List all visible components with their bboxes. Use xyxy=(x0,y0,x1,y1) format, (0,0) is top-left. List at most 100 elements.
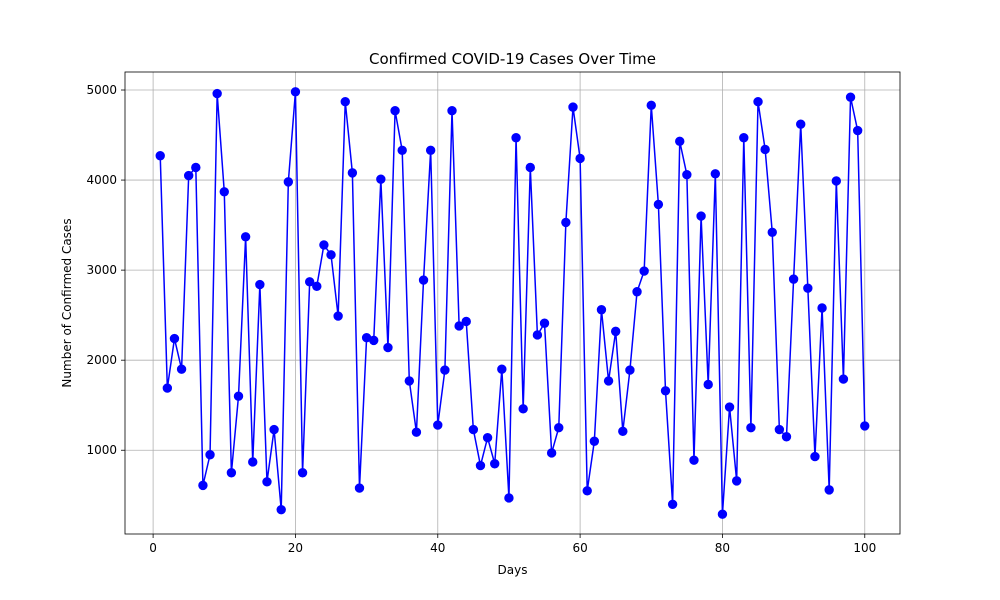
data-point xyxy=(205,450,215,460)
data-point xyxy=(440,365,450,375)
data-point xyxy=(433,420,443,430)
data-point xyxy=(781,432,792,442)
data-point xyxy=(703,379,713,390)
series-line xyxy=(159,91,866,515)
data-point xyxy=(319,240,329,250)
data-point xyxy=(404,376,415,386)
data-point xyxy=(461,316,471,327)
data-point xyxy=(724,402,735,412)
data-point xyxy=(803,283,813,293)
data-point xyxy=(155,151,165,161)
data-point xyxy=(269,424,279,435)
data-point xyxy=(482,432,493,443)
data-point xyxy=(183,170,194,181)
data-point xyxy=(312,281,322,292)
y-tick-label: 3000 xyxy=(86,263,117,277)
y-axis-label: Number of Confirmed Cases xyxy=(60,218,74,387)
data-point xyxy=(817,303,827,313)
data-point xyxy=(831,176,842,186)
axes-frame xyxy=(124,71,901,535)
data-point xyxy=(518,404,528,414)
data-point xyxy=(845,92,856,102)
data-point xyxy=(248,457,258,467)
data-point xyxy=(852,125,863,136)
chart-title: Confirmed COVID-19 Cases Over Time xyxy=(369,50,656,68)
data-point xyxy=(554,423,564,433)
data-point xyxy=(653,199,664,210)
data-point xyxy=(390,106,400,116)
data-point xyxy=(603,376,614,386)
data-point xyxy=(796,119,806,129)
data-point xyxy=(490,459,500,469)
data-point xyxy=(767,227,777,238)
data-point xyxy=(746,423,756,433)
data-point xyxy=(660,386,671,396)
data-point xyxy=(162,383,173,393)
data-point xyxy=(297,468,308,478)
data-point xyxy=(376,174,386,184)
data-point xyxy=(511,133,521,143)
x-tick-label: 60 xyxy=(572,541,587,555)
data-point xyxy=(753,97,763,107)
data-point xyxy=(411,427,422,437)
data-point xyxy=(610,326,621,337)
data-point xyxy=(169,333,180,344)
data-point xyxy=(233,391,244,401)
data-point xyxy=(347,168,358,178)
data-point xyxy=(418,275,429,285)
data-point xyxy=(731,476,742,486)
data-point xyxy=(497,364,507,374)
data-point xyxy=(276,504,286,515)
y-tick-label: 5000 xyxy=(86,83,117,97)
data-point xyxy=(369,335,379,346)
data-point xyxy=(589,436,600,446)
data-point xyxy=(739,133,749,143)
data-point xyxy=(525,162,535,173)
data-point xyxy=(340,97,350,107)
data-point xyxy=(632,287,642,297)
axes: 0 20 40 60 80 100 1000 2000 3000 4000 5000 xyxy=(86,71,901,555)
data-point xyxy=(710,169,721,179)
data-point xyxy=(561,217,571,228)
data-point xyxy=(454,321,464,331)
x-tick-label: 20 xyxy=(288,541,303,555)
x-tick-label: 80 xyxy=(715,541,730,555)
data-point xyxy=(838,374,849,384)
data-point xyxy=(425,145,436,156)
data-point xyxy=(618,426,628,437)
data-point xyxy=(667,499,678,509)
data-point xyxy=(240,232,251,242)
data-point xyxy=(546,448,557,458)
data-point xyxy=(383,342,393,353)
data-point xyxy=(219,187,229,197)
y-tick-label: 2000 xyxy=(86,353,117,367)
data-point xyxy=(774,424,785,435)
data-point xyxy=(198,480,208,491)
data-point xyxy=(717,509,728,519)
x-tick-label: 0 xyxy=(149,541,157,555)
data-point xyxy=(191,162,201,173)
data-point xyxy=(447,106,457,116)
data-point xyxy=(639,266,649,276)
data-point xyxy=(262,477,272,487)
data-point xyxy=(810,451,820,462)
data-point xyxy=(760,144,770,155)
y-tick-label: 1000 xyxy=(86,443,117,457)
data-point xyxy=(504,493,514,503)
data-point xyxy=(176,364,187,374)
data-point xyxy=(682,169,692,180)
data-point xyxy=(696,211,706,221)
data-point xyxy=(304,277,315,287)
data-point xyxy=(582,486,592,496)
grid xyxy=(125,72,900,534)
data-point xyxy=(646,100,656,111)
data-point xyxy=(255,279,265,290)
y-tick-label: 4000 xyxy=(86,173,117,187)
data-point xyxy=(290,87,301,97)
data-point xyxy=(824,485,834,495)
data-point xyxy=(326,250,336,260)
x-tick-label: 40 xyxy=(430,541,445,555)
data-point xyxy=(596,305,607,315)
data-point xyxy=(468,424,479,435)
